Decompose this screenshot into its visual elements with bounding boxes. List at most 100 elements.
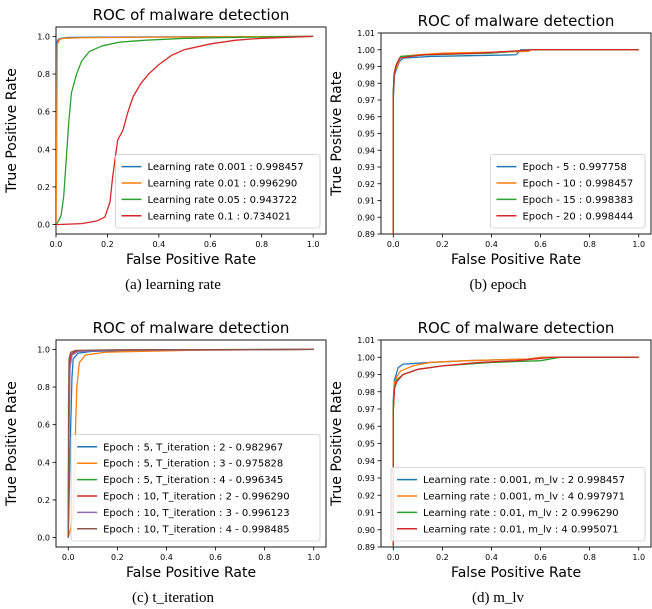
legend-label: Epoch : 5, T_iteration : 4 - 0.996345 <box>103 475 283 486</box>
x-tick-label: 0.0 <box>50 240 63 249</box>
x-tick-label: 1.0 <box>632 240 645 249</box>
y-tick-label: 0.94 <box>357 146 375 155</box>
y-tick-label: 0.95 <box>357 130 375 139</box>
series-lines <box>392 356 639 547</box>
y-tick-label: 0.99 <box>357 371 375 380</box>
figure-caption: (b) epoch <box>469 277 527 293</box>
x-tick-label: 0.4 <box>485 240 498 249</box>
y-tick-label: 0.98 <box>357 79 375 88</box>
legend-label: Learning rate 0.05 : 0.943722 <box>148 195 298 206</box>
y-tick-label: 0.93 <box>357 474 375 483</box>
legend: Epoch - 5 : 0.997758 Epoch - 10 : 0.99845… <box>490 153 646 229</box>
legend-label: Epoch - 5 : 0.997758 <box>522 162 626 173</box>
series-line-4 <box>392 356 639 547</box>
y-tick-label: 1.0 <box>37 345 50 354</box>
y-tick-label: 0.96 <box>357 113 375 122</box>
legend-label: Learning rate 0.1 : 0.734021 <box>148 211 291 222</box>
legend-label: Epoch - 10 : 0.998457 <box>522 179 633 190</box>
y-tick-label: 0.8 <box>37 70 50 79</box>
y-tick-label: 0.2 <box>37 496 50 505</box>
y-tick-label: 0.98 <box>357 388 375 397</box>
legend-box <box>70 434 321 542</box>
legend-label: Learning rate 0.001 : 0.998457 <box>148 162 304 173</box>
y-tick-label: 0.89 <box>357 230 375 239</box>
legend-box <box>115 153 321 229</box>
chart-panel-2: ROC of malware detection 0.0 0.2 0.4 0.6 0.8 1… <box>329 12 652 293</box>
series-lines <box>56 35 314 226</box>
legend-label: Epoch : 5, T_iteration : 2 - 0.982967 <box>103 442 283 453</box>
y-tick-label: 0.8 <box>37 383 50 392</box>
y-tick-label: 0.93 <box>357 163 375 172</box>
y-tick-label: 0.96 <box>357 422 375 431</box>
legend-box <box>390 466 646 542</box>
y-tick-label: 0.92 <box>357 491 375 500</box>
y-tick-label: 0.92 <box>357 180 375 189</box>
chart-panel-1: ROC of malware detection 0.0 0.2 0.4 0.6 0.8 1… <box>4 6 327 293</box>
y-tick-label: 0.90 <box>357 213 375 222</box>
y-tick-label: 0.91 <box>357 509 375 518</box>
legend-label: Learning rate : 0.001, m_lv : 2 0.998457 <box>423 475 625 486</box>
x-tick-label: 0.8 <box>583 553 596 562</box>
y-tick-label: 1.00 <box>357 353 375 362</box>
x-tick-label: 1.0 <box>307 553 320 562</box>
figure-caption: (a) learning rate <box>125 277 221 293</box>
legend-label: Epoch : 5, T_iteration : 3 - 0.975828 <box>103 459 283 470</box>
x-tick-label: 1.0 <box>307 240 320 249</box>
legend: Epoch : 5, T_iteration : 2 - 0.982967 Epo… <box>70 434 321 542</box>
legend-label: Epoch : 10, T_iteration : 2 - 0.996290 <box>103 492 290 503</box>
x-tick-label: 0.2 <box>436 553 449 562</box>
y-tick-label: 0.97 <box>357 405 375 414</box>
x-tick-label: 0.2 <box>111 553 124 562</box>
chart-panel-4: ROC of malware detection 0.0 0.2 0.4 0.6 0.8 1… <box>329 319 652 606</box>
legend-label: Learning rate : 0.01, m_lv : 4 0.995071 <box>423 524 619 535</box>
x-axis-label: False Positive Rate <box>126 252 256 268</box>
y-axis-label: True Positive Rate <box>4 381 20 507</box>
x-tick-label: 0.0 <box>387 240 400 249</box>
y-tick-label: 0.90 <box>357 526 375 535</box>
legend-label: Learning rate 0.01 : 0.996290 <box>148 179 298 190</box>
y-tick-label: 1.01 <box>357 336 375 345</box>
y-tick-label: 0.4 <box>37 145 50 154</box>
x-tick-label: 0.4 <box>485 553 498 562</box>
x-axis-label: False Positive Rate <box>451 565 581 581</box>
y-tick-label: 1.0 <box>37 32 50 41</box>
x-tick-label: 0.6 <box>534 553 547 562</box>
x-tick-label: 0.0 <box>387 553 400 562</box>
chart-title: ROC of malware detection <box>93 6 290 24</box>
y-tick-label: 0.89 <box>357 543 375 552</box>
y-tick-label: 0.2 <box>37 183 50 192</box>
y-tick-label: 0.4 <box>37 458 50 467</box>
chart-panel-3: ROC of malware detection 0.0 0.2 0.4 0.6 0.8 1… <box>4 319 327 606</box>
y-tick-label: 1.01 <box>357 29 375 38</box>
y-tick-label: 0.94 <box>357 457 375 466</box>
legend-label: Epoch : 10, T_iteration : 3 - 0.996123 <box>103 508 290 519</box>
legend-label: Epoch - 20 : 0.998444 <box>522 211 633 222</box>
legend-label: Epoch : 10, T_iteration : 4 - 0.998485 <box>103 524 290 535</box>
y-tick-label: 0.95 <box>357 440 375 449</box>
legend-label: Epoch - 15 : 0.998383 <box>522 195 633 206</box>
figure-caption: (c) t_iteration <box>132 590 215 606</box>
series-line-4 <box>56 35 314 226</box>
y-tick-label: 0.6 <box>37 108 50 117</box>
y-axis-label: True Positive Rate <box>329 71 345 197</box>
legend-label: Learning rate : 0.001, m_lv : 4 0.997971 <box>423 492 625 503</box>
y-axis-label: True Positive Rate <box>4 68 20 194</box>
series-line-2 <box>56 35 314 225</box>
x-tick-label: 1.0 <box>632 553 645 562</box>
x-tick-label: 0.8 <box>255 240 268 249</box>
legend-label: Learning rate : 0.01, m_lv : 2 0.996290 <box>423 508 619 519</box>
x-axis-label: False Positive Rate <box>451 252 581 268</box>
x-tick-label: 0.4 <box>152 240 165 249</box>
x-tick-label: 0.6 <box>204 240 217 249</box>
x-tick-label: 0.4 <box>160 553 173 562</box>
y-tick-label: 1.00 <box>357 46 375 55</box>
series-line-6 <box>67 348 314 538</box>
x-tick-label: 0.8 <box>583 240 596 249</box>
series-line-4 <box>392 49 639 234</box>
y-axis-label: True Positive Rate <box>329 381 345 507</box>
chart-title: ROC of malware detection <box>418 12 615 30</box>
plot-area <box>55 339 327 548</box>
y-tick-label: 0.0 <box>37 534 50 543</box>
x-axis-label: False Positive Rate <box>126 565 256 581</box>
